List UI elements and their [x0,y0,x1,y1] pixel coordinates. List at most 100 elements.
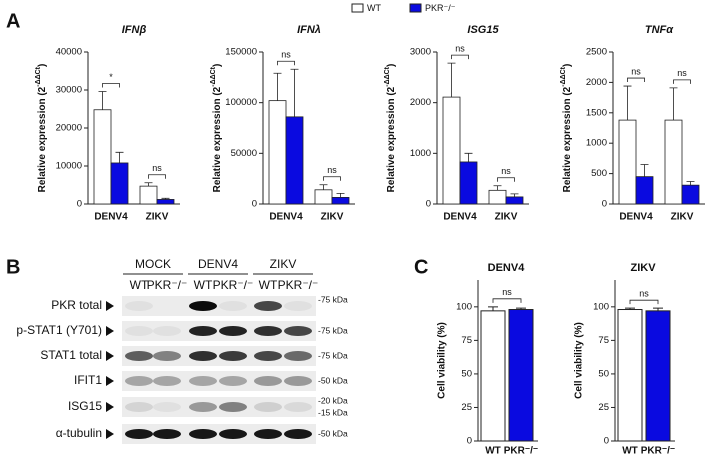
error-bar [510,193,519,197]
y-axis-label-part: ) [386,64,397,67]
blot-band [254,429,282,439]
y-tick-label: 75 [461,335,472,346]
bar [314,189,333,205]
y-tick-label: 2500 [586,47,607,58]
blot-strip [122,371,316,391]
blot-band [153,301,181,311]
blot-band [284,301,312,311]
blot-band [219,326,247,336]
bar [110,162,129,205]
y-tick-label: 50 [461,368,472,379]
y-tick-label: 75 [598,335,609,346]
x-tick-label: DENV4 [443,212,477,223]
blot-band [284,376,312,386]
y-axis-label-part: -ΔΔCt [35,66,42,86]
error-bar [319,184,328,190]
blot-lane-label: PKR⁻/⁻ [147,278,188,292]
error-bar [290,68,299,117]
error-bar [336,192,345,198]
y-axis-label: Relative expression (2-ΔΔCt) [560,64,573,193]
y-tick-label: 20000 [56,123,82,134]
y-tick-label: 25 [461,402,472,413]
bar [442,96,461,205]
y-tick-label: 25 [598,402,609,413]
bar [681,184,700,205]
y-tick-label: 100000 [225,97,257,108]
y-tick-label: 500 [591,168,607,179]
bar [488,189,507,205]
y-axis-label-part: Relative expression (2 [212,86,223,192]
blot-lane-label: WT [130,278,149,292]
y-tick-label: 0 [252,199,257,210]
blot-band [219,376,247,386]
y-tick-label: 1000 [410,148,431,159]
panel-label: A [6,10,20,32]
blot-band [125,326,153,336]
blot-row-label: PKR total [51,298,102,312]
significance-bracket [492,298,522,303]
x-tick-label: DENV4 [269,212,303,223]
y-tick-label: 0 [602,199,607,210]
legend-label: PKR⁻/⁻ [425,3,456,13]
significance-label: ns [327,165,337,175]
error-bar [464,152,473,162]
blot-band [153,376,181,386]
blot-band [254,351,282,361]
error-bar [625,307,635,310]
blot-band [125,376,153,386]
bar [617,309,643,442]
blot-band [284,402,312,412]
blot-band [219,402,247,412]
blot-row-label: IFIT1 [74,373,102,387]
y-axis-label-part: -ΔΔCt [560,66,567,86]
y-axis-label-part: -ΔΔCt [210,66,217,86]
blot-band [153,402,181,412]
blot-strip [122,296,316,316]
error-bar [686,181,695,186]
y-axis-label-part: ) [562,64,573,67]
blot-band [219,429,247,439]
blot-row-label: p-STAT1 (Y701) [16,323,102,337]
y-axis-label-part: Relative expression (2 [562,86,573,192]
blot-band [153,351,181,361]
y-tick-label: 150000 [225,47,257,58]
blot-row-label: STAT1 total [40,348,102,362]
y-tick-label: 1500 [586,107,607,118]
significance-bracket [627,77,645,83]
bar [93,109,112,205]
x-tick-label: ZIKV [495,212,518,223]
significance-bracket [323,176,341,181]
blot-band [189,429,217,439]
y-tick-label: 100 [456,301,472,312]
blot-band [153,326,181,336]
chart-title: IFNβ [122,24,147,36]
x-tick-label: ZIKV [671,212,694,223]
error-bar [623,85,632,121]
blot-band [125,402,153,412]
kda-marker: -75 kDa [318,325,348,335]
row-arrow [106,326,114,336]
significance-label: ns [281,50,291,60]
blot-strip [122,397,316,417]
x-tick-label: ZIKV [321,212,344,223]
y-tick-label: 10000 [56,161,82,172]
bar [618,119,637,205]
x-tick-label: PKR⁻/⁻ [504,446,538,457]
significance-bracket [497,177,515,182]
blot-band [254,402,282,412]
bar [635,176,654,205]
bar [664,119,683,205]
blot-lane-label: PKR⁻/⁻ [213,278,254,292]
kda-marker: -75 kDa [318,294,348,304]
bar [508,309,534,442]
significance-bracket [629,299,659,305]
chart-title: IFNλ [297,24,321,36]
bar [505,196,524,205]
panel-label: C [414,256,428,278]
y-axis-label-part: -ΔΔCt [384,66,391,86]
x-tick-label: DENV4 [94,212,128,223]
row-arrow [106,301,114,311]
x-tick-label: DENV4 [619,212,653,223]
x-tick-label: WT [485,446,501,457]
